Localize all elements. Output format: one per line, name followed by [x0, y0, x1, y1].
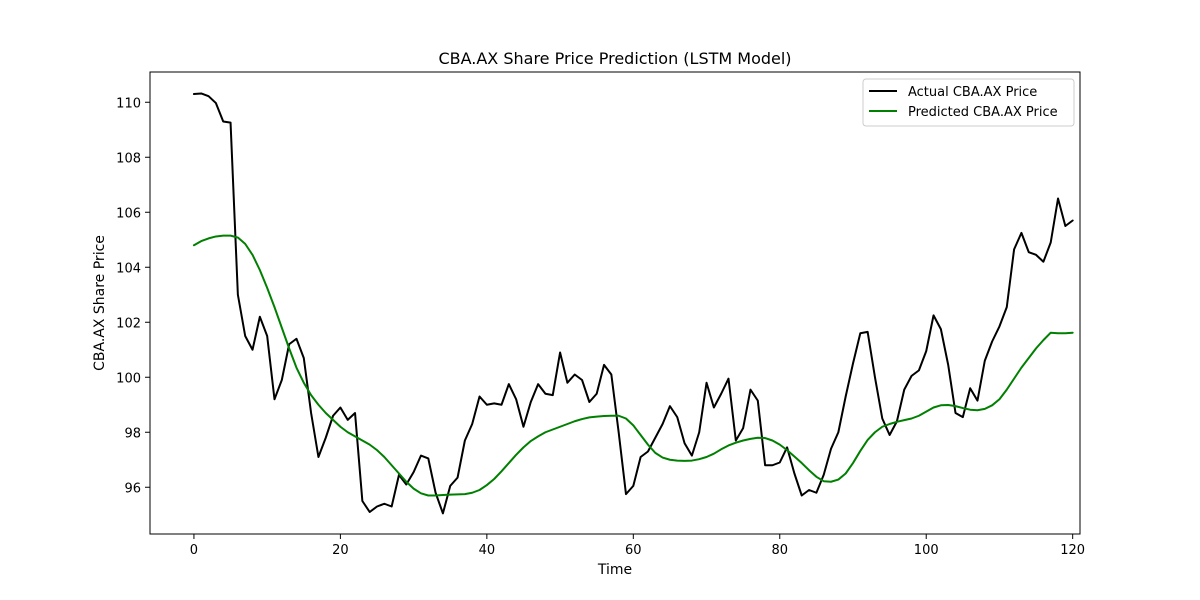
x-tick-label: 60	[625, 543, 642, 558]
y-tick-label: 110	[116, 96, 141, 111]
x-tick-label: 80	[771, 543, 788, 558]
legend: Actual CBA.AX Price Predicted CBA.AX Pri…	[862, 78, 1075, 127]
x-axis-label: Time	[597, 562, 632, 578]
x-tick-label: 120	[1060, 543, 1085, 558]
series-line-actual	[192, 92, 1074, 515]
y-tick-label: 98	[124, 426, 141, 441]
y-tick-label: 106	[116, 206, 141, 221]
legend-label-actual: Actual CBA.AX Price	[908, 85, 1037, 100]
y-tick-label: 104	[116, 261, 141, 276]
legend-label-predicted: Predicted CBA.AX Price	[908, 105, 1058, 120]
y-tick-label: 100	[116, 371, 141, 386]
x-tick-label: 40	[479, 543, 496, 558]
x-tick-label: 20	[332, 543, 349, 558]
chart-title: CBA.AX Share Price Prediction (LSTM Mode…	[438, 49, 791, 68]
series-line-predicted	[192, 234, 1074, 497]
plot-frame	[149, 71, 1081, 535]
x-axis-ticks: 0 20 40 60 80 100 120	[190, 534, 1085, 558]
x-tick-label: 100	[914, 543, 939, 558]
legend-box	[862, 78, 1075, 127]
y-tick-label: 102	[116, 316, 141, 331]
y-tick-label: 96	[124, 481, 141, 496]
y-tick-label: 108	[116, 151, 141, 166]
y-axis-label: CBA.AX Share Price	[92, 235, 108, 371]
series-layer	[192, 92, 1074, 515]
x-tick-label: 0	[190, 543, 198, 558]
y-axis-ticks: 96 98 100 102 104 106 108 110	[116, 96, 150, 496]
